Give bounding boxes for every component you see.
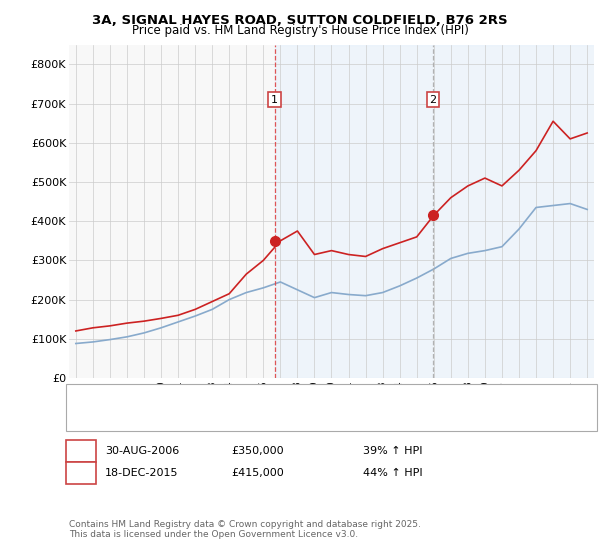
Text: £415,000: £415,000 bbox=[231, 468, 284, 478]
Text: 2: 2 bbox=[77, 468, 85, 478]
Text: 2: 2 bbox=[430, 95, 437, 105]
Text: 18-DEC-2015: 18-DEC-2015 bbox=[105, 468, 179, 478]
Text: 39% ↑ HPI: 39% ↑ HPI bbox=[363, 446, 422, 456]
Bar bbox=[275, 45, 596, 378]
Text: 1: 1 bbox=[271, 95, 278, 105]
Text: 44% ↑ HPI: 44% ↑ HPI bbox=[363, 468, 422, 478]
Text: HPI: Average price, detached house, Birmingham: HPI: Average price, detached house, Birm… bbox=[114, 412, 359, 422]
Text: 3A, SIGNAL HAYES ROAD, SUTTON COLDFIELD, B76 2RS (detached house): 3A, SIGNAL HAYES ROAD, SUTTON COLDFIELD,… bbox=[114, 393, 483, 403]
Text: 1: 1 bbox=[77, 446, 85, 456]
Text: Contains HM Land Registry data © Crown copyright and database right 2025.
This d: Contains HM Land Registry data © Crown c… bbox=[69, 520, 421, 539]
Text: £350,000: £350,000 bbox=[231, 446, 284, 456]
Text: 3A, SIGNAL HAYES ROAD, SUTTON COLDFIELD, B76 2RS: 3A, SIGNAL HAYES ROAD, SUTTON COLDFIELD,… bbox=[92, 14, 508, 27]
Text: Price paid vs. HM Land Registry's House Price Index (HPI): Price paid vs. HM Land Registry's House … bbox=[131, 24, 469, 38]
Text: 30-AUG-2006: 30-AUG-2006 bbox=[105, 446, 179, 456]
